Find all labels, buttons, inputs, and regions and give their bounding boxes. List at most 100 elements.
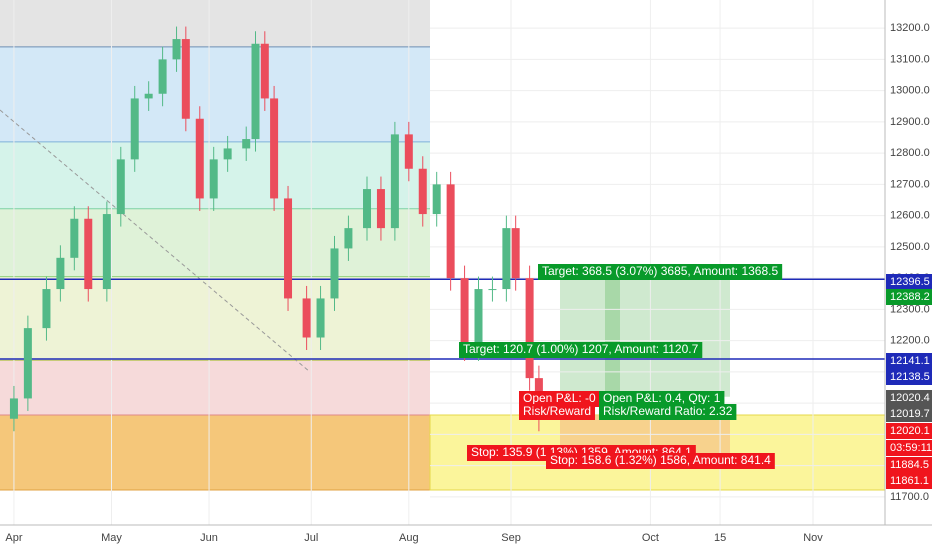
price-tag [886,353,932,369]
annotation: Risk/Reward [519,404,596,420]
candle-body [172,39,181,60]
annotation-label: Target: 368.5 (3.07%) 3685, Amount: 1368… [542,264,778,278]
x-tick-label: Jun [200,532,218,544]
price-tag-label: 12141.1 [890,355,930,367]
candle-body [502,228,511,290]
candle-body [525,278,534,379]
price-tag [886,457,932,473]
annotation: Open P&L: -0 [519,391,600,407]
y-tick-label: 12300.0 [890,303,930,315]
candle-body [302,298,311,338]
annotation-box [459,342,703,358]
candle-body [251,43,260,140]
candle-body [195,118,204,199]
candle-body [363,189,372,229]
drawings [0,0,886,525]
price-tag [886,369,932,385]
price-tag [886,274,932,290]
candle-body [488,289,497,291]
fib-band [0,360,430,415]
price-tag-label: 03:59:11 [890,442,932,454]
y-tick-label: 12700.0 [890,178,930,190]
annotation-label: Risk/Reward Ratio: 2.32 [603,404,733,418]
annotation-label: Stop: 158.6 (1.32%) 1586, Amount: 841.4 [550,453,771,467]
annotation-box [519,391,600,407]
annotation-box [599,404,737,420]
candle-body [158,59,167,94]
annotation: Target: 368.5 (3.07%) 3685, Amount: 1368… [538,264,783,280]
candle-body [474,289,483,349]
price-tag [886,473,932,489]
x-tick-label: Sep [501,532,521,544]
price-tag-label: 12020.1 [890,425,930,437]
fib-band [0,276,430,361]
candle-body [270,98,279,199]
annotation-label: Open P&L: 0.4, Qty: 1 [603,391,721,405]
candle-body [432,184,441,215]
trend-line [0,109,311,373]
candle-body [42,289,51,329]
price-tag [886,390,932,406]
candle-body [260,43,269,99]
price-tag-label: 12138.5 [890,371,930,383]
y-tick-label: 13200.0 [890,22,930,34]
plot: Target: 368.5 (3.07%) 3685, Amount: 1368… [0,26,885,469]
annotation-box [546,453,775,469]
x-tick-label: Oct [642,532,659,544]
annotation-label: Target: 120.7 (1.00%) 1207, Amount: 1120… [463,342,699,356]
annotation: Risk/Reward Ratio: 2.32 [599,404,737,420]
candle-body [330,248,339,299]
price-tag-label: 11884.5 [890,459,929,471]
price-tag [886,440,932,456]
candle-body [56,257,65,290]
candle-body [102,214,111,290]
y-tick-label: 12600.0 [890,210,930,222]
annotation: Open P&L: 0.4, Qty: 1 [599,391,725,407]
annotation-box [538,264,783,280]
annotation: Stop: 158.6 (1.32%) 1586, Amount: 841.4 [546,453,775,469]
candle-body [181,39,190,119]
candle-body [23,328,32,399]
profit-zone [605,279,620,397]
y-tick-label: 12500.0 [890,241,930,253]
x-tick-label: Jul [304,532,318,544]
fib-band [0,46,430,142]
y-tick-label: 12200.0 [890,335,930,347]
candle-body [9,398,18,419]
profit-zone [560,279,730,397]
candle-body [344,228,353,249]
candle-body [223,148,232,160]
annotation-label: Risk/Reward [523,404,591,418]
price-tag-label: 12396.5 [890,276,930,288]
candle-body [404,134,413,169]
price-tag [886,406,932,422]
x-tick-label: Apr [5,532,22,544]
candle-body [284,198,293,299]
candle-body [70,218,79,258]
x-tick-label: Nov [803,532,823,544]
candle-body [460,278,469,349]
y-tick-label: 12900.0 [890,116,930,128]
y-tick-label: 12800.0 [890,147,930,159]
price-tag-label: 12388.2 [890,291,930,303]
annotation-box [599,391,725,407]
annotation-box [519,404,596,420]
candle-body [209,159,218,199]
candle-body [84,218,93,290]
y-tick-label: 13100.0 [890,53,930,65]
fib-band [0,415,430,490]
price-tag-label: 12020.4 [890,392,930,404]
x-tick-label: 15 [714,532,726,544]
candle-body [390,134,399,229]
price-tag [886,289,932,305]
price-tag-label: 11861.1 [890,475,929,487]
annotation: Target: 120.7 (1.00%) 1207, Amount: 1120… [459,342,703,358]
x-tick-label: May [101,532,122,544]
x-tick-label: Aug [399,532,419,544]
candle-body [511,228,520,279]
candle-body [316,298,325,338]
price-tag [886,423,932,439]
candle-body [144,93,153,99]
fib-band [0,0,430,47]
